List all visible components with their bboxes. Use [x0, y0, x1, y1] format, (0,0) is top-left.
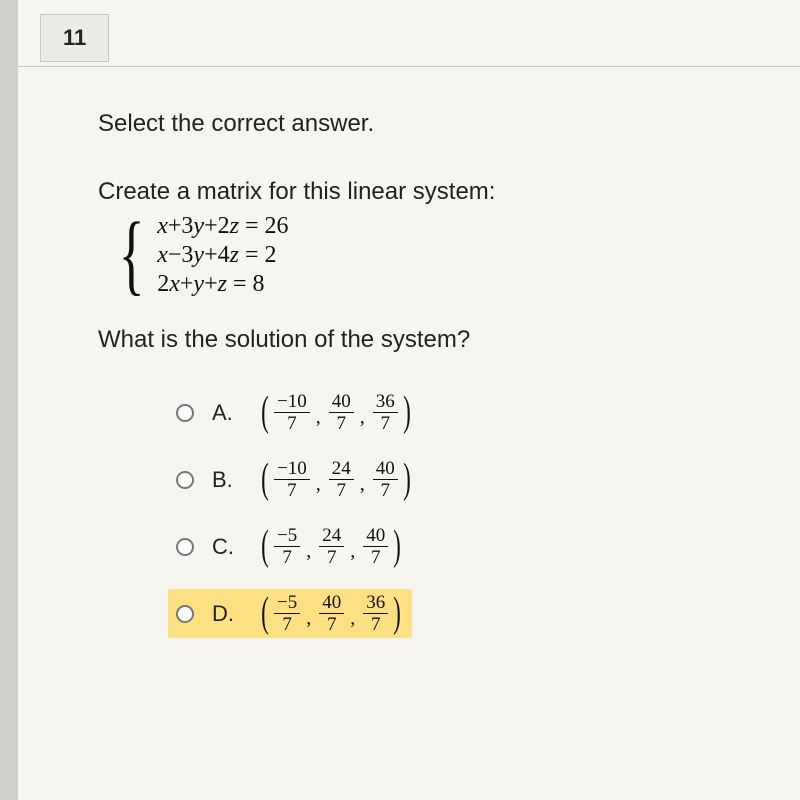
options-list: A. ( −107 , 407 , 367 ) B. ( −107 ,	[168, 388, 760, 638]
option-a[interactable]: A. ( −107 , 407 , 367 )	[168, 388, 422, 437]
subquestion-text: What is the solution of the system?	[98, 326, 760, 354]
option-letter-b: B.	[212, 467, 234, 493]
header-divider	[18, 66, 800, 67]
radio-a[interactable]	[176, 404, 194, 422]
question-content: Select the correct answer. Create a matr…	[98, 110, 760, 656]
left-paren-icon: (	[261, 396, 269, 430]
equation-system: { x+3y+2z = 26 x−3y+4z = 2 2x+y+z = 8	[110, 212, 760, 298]
equations-block: x+3y+2z = 26 x−3y+4z = 2 2x+y+z = 8	[157, 212, 288, 298]
equation-3: 2x+y+z = 8	[157, 270, 288, 299]
left-paren-icon: (	[261, 597, 269, 631]
option-letter-d: D.	[212, 601, 234, 627]
option-c-value: ( −57 , 247 , 407 )	[258, 526, 404, 567]
option-c[interactable]: C. ( −57 , 247 , 407 )	[168, 522, 412, 571]
right-paren-icon: )	[393, 530, 401, 564]
option-b-value: ( −107 , 247 , 407 )	[258, 459, 414, 500]
right-paren-icon: )	[403, 463, 411, 497]
question-number-tab: 11	[40, 14, 109, 62]
option-b[interactable]: B. ( −107 , 247 , 407 )	[168, 455, 422, 504]
left-paren-icon: (	[261, 530, 269, 564]
radio-b[interactable]	[176, 471, 194, 489]
right-paren-icon: )	[393, 597, 401, 631]
equation-1: x+3y+2z = 26	[157, 212, 288, 241]
radio-d[interactable]	[176, 605, 194, 623]
left-brace-icon: {	[119, 217, 145, 294]
prompt-text: Create a matrix for this linear system:	[98, 178, 760, 206]
option-letter-a: A.	[212, 400, 234, 426]
radio-c[interactable]	[176, 538, 194, 556]
right-paren-icon: )	[403, 396, 411, 430]
option-letter-c: C.	[212, 534, 234, 560]
option-d-value: ( −57 , 407 , 367 )	[258, 593, 404, 634]
option-a-value: ( −107 , 407 , 367 )	[258, 392, 414, 433]
question-page: 11 Select the correct answer. Create a m…	[18, 0, 800, 800]
left-paren-icon: (	[261, 463, 269, 497]
option-d[interactable]: D. ( −57 , 407 , 367 )	[168, 589, 412, 638]
equation-2: x−3y+4z = 2	[157, 241, 288, 270]
question-number: 11	[63, 25, 86, 50]
left-margin-strip	[0, 0, 18, 800]
instruction-text: Select the correct answer.	[98, 110, 760, 138]
